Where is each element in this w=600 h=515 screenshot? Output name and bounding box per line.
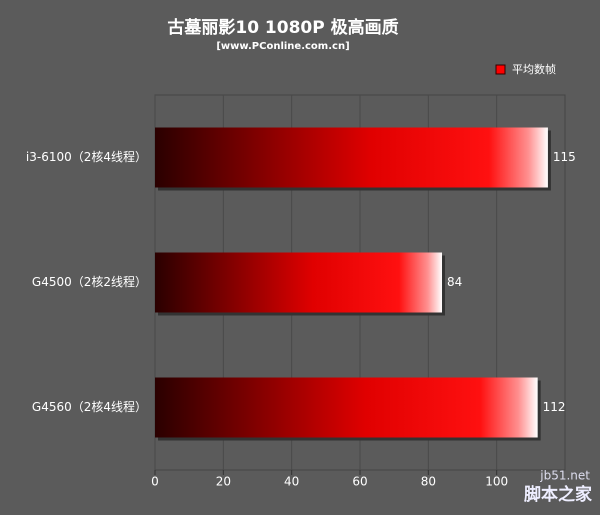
value-label: 84 [447,275,462,289]
chart-title: 古墓丽影10 1080P 极高画质 [167,17,398,38]
chart-subtitle: [www.PConline.com.cn] [216,41,349,52]
x-tick-label: 20 [216,475,231,489]
x-tick-label: 0 [151,475,159,489]
x-tick-label: 60 [352,475,367,489]
legend-label: 平均数帧 [512,62,556,76]
value-label: 112 [543,400,566,414]
watermark: jb51.net [539,469,590,483]
value-label: 115 [553,150,576,164]
bar [155,252,442,313]
x-tick-label: 100 [485,475,508,489]
x-tick-label: 40 [284,475,299,489]
legend-swatch [495,64,506,75]
y-tick-label: G4500（2核2线程） [32,274,147,289]
x-tick-label: 80 [421,475,436,489]
y-tick-label: i3-6100（2核4线程） [26,149,147,164]
bar [155,377,538,438]
watermark: 脚本之家 [524,484,592,505]
bar [155,127,548,188]
y-tick-label: G4560（2核4线程） [32,399,147,414]
